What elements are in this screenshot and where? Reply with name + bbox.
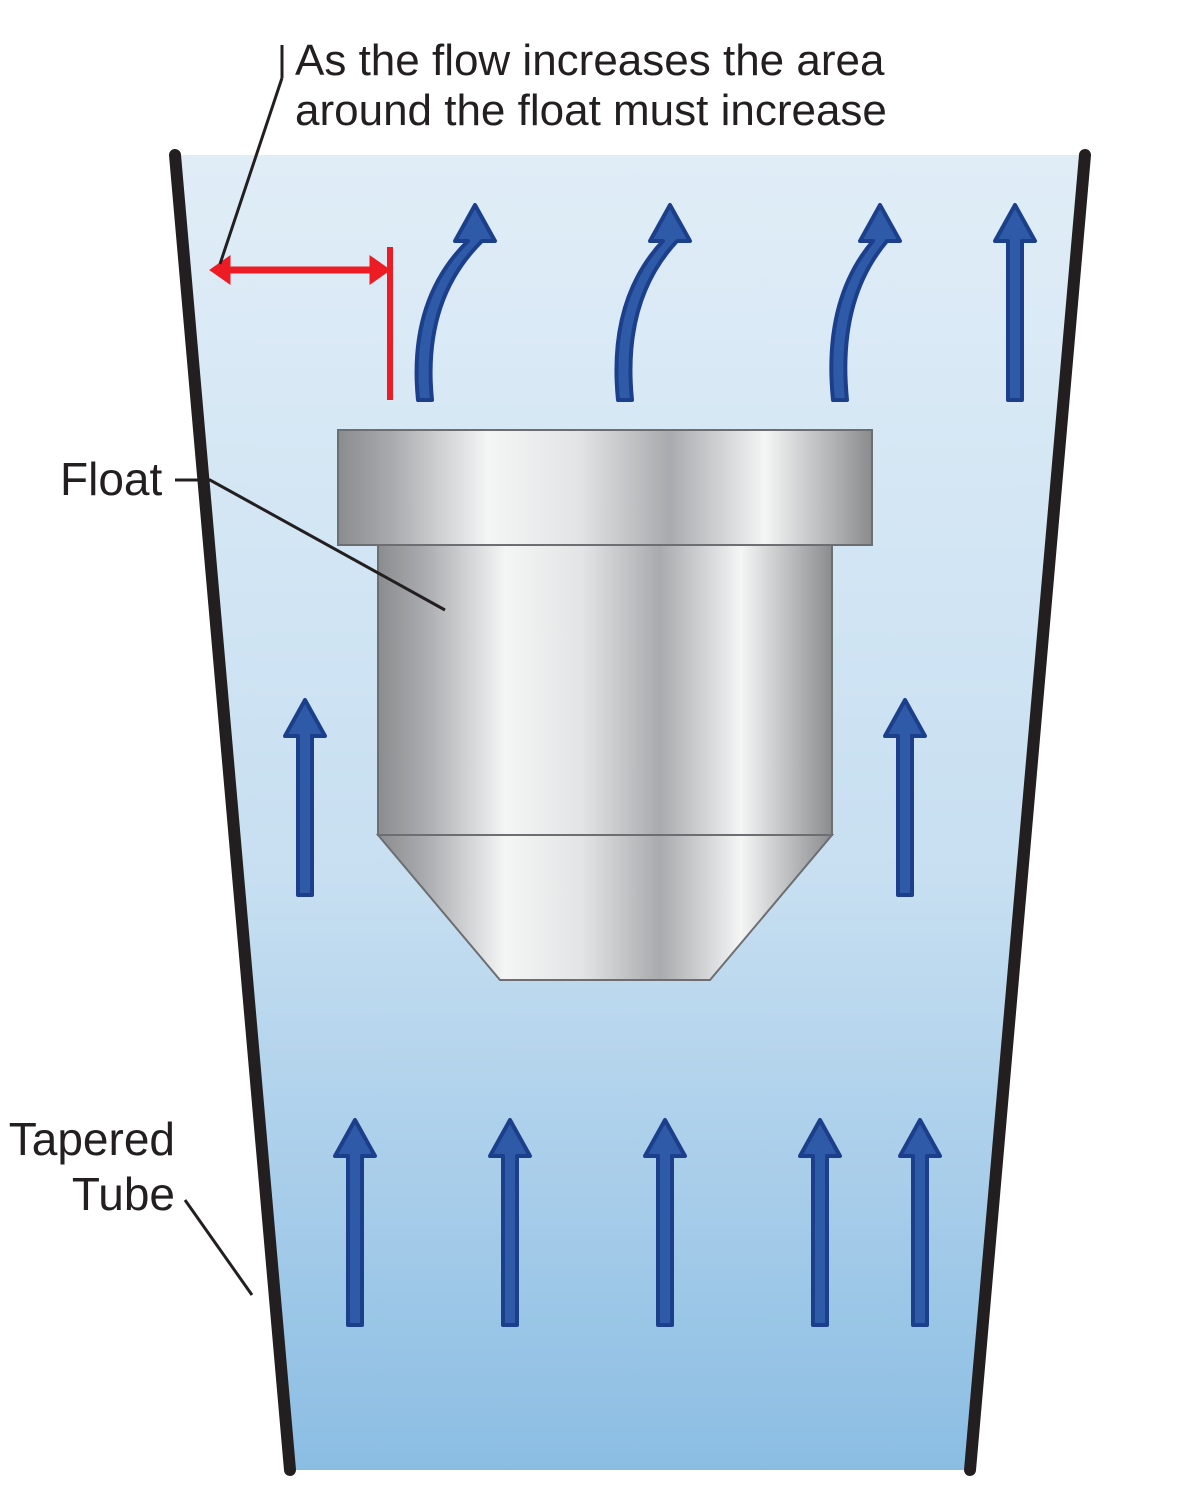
caption-line1: As the flow increases the area xyxy=(295,36,885,85)
float-label: Float xyxy=(60,453,162,505)
float-cap xyxy=(338,430,872,545)
rotameter-diagram: As the flow increases the areaaround the… xyxy=(0,0,1200,1500)
tube-leader xyxy=(185,1200,252,1295)
float-cylinder xyxy=(378,545,832,835)
tapered-tube-label-line2: Tube xyxy=(72,1168,175,1220)
tapered-tube-label-line1: Tapered xyxy=(9,1113,175,1165)
caption-line2: around the float must increase xyxy=(295,86,887,135)
